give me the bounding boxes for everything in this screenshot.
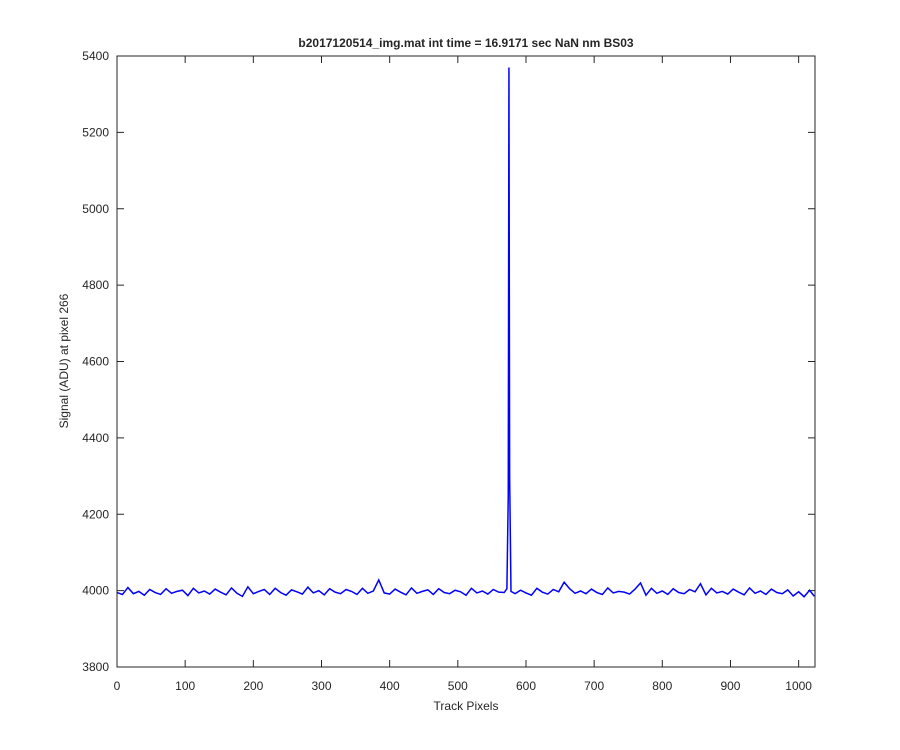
x-tick-label: 500 [448,679,468,693]
x-axis-label: Track Pixels [434,699,499,713]
y-tick-label: 5200 [82,125,109,139]
y-tick-label: 5000 [82,202,109,216]
data-line [116,67,815,598]
x-tick-label: 100 [175,679,195,693]
x-tick-label: 400 [380,679,400,693]
y-axis-label: Signal (ADU) at pixel 266 [57,293,71,428]
y-tick-label: 5400 [82,49,109,63]
y-tick-label: 4000 [82,584,109,598]
x-tick-label: 900 [720,679,740,693]
plot-area [116,55,816,668]
y-tick-label: 4200 [82,507,109,521]
x-tick-label: 800 [652,679,672,693]
y-tick-label: 3800 [82,660,109,674]
x-tick-label: 700 [584,679,604,693]
x-tick-label: 300 [311,679,331,693]
y-tick-label: 4600 [82,355,109,369]
x-tick-label: 1000 [785,679,812,693]
y-tick-label: 4800 [82,278,109,292]
x-tick-label: 600 [516,679,536,693]
x-tick-label: 0 [114,679,121,693]
chart-title: b2017120514_img.mat int time = 16.9171 s… [298,36,634,50]
y-tick-label: 4400 [82,431,109,445]
x-tick-label: 200 [243,679,263,693]
